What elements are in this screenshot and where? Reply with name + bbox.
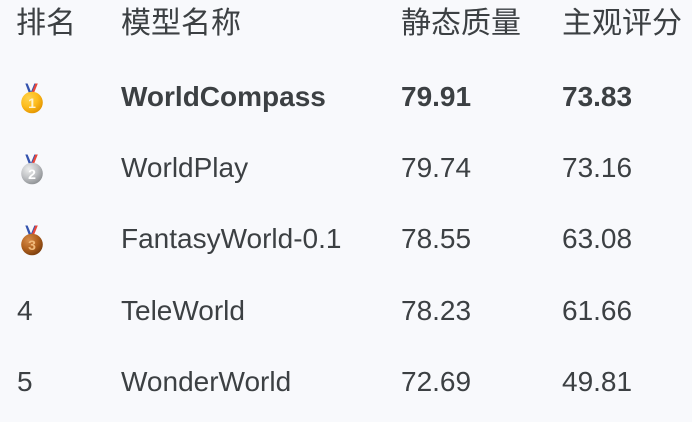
- svg-text:3: 3: [28, 237, 36, 253]
- svg-text:2: 2: [28, 166, 36, 182]
- svg-text:1: 1: [28, 95, 36, 111]
